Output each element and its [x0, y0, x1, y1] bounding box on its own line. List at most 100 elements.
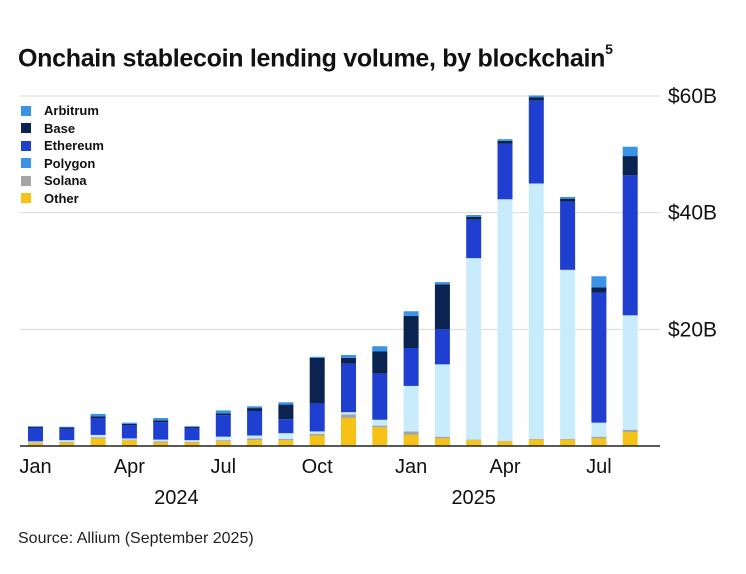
legend-item-solana: Solana [21, 172, 104, 190]
bar-segment-other [560, 439, 576, 446]
bar-segment-other [434, 438, 450, 446]
legend-item-arbitrum: Arbitrum [21, 102, 104, 120]
bar-segment-arbitrum [90, 413, 106, 417]
bar-stack-2025-01 [403, 311, 419, 446]
bar-segment-other [153, 442, 169, 446]
bar-segment-arbitrum [59, 426, 75, 428]
bar-stack-2024-11 [341, 355, 356, 446]
bar-segment-other [90, 438, 106, 446]
bar-segment-other [372, 427, 388, 446]
bar-segment-arbitrum [215, 410, 231, 414]
bar-segment-ethereum [247, 411, 263, 436]
bar-segment-solana [247, 438, 263, 441]
x-tick-label: Jan [19, 456, 51, 478]
bar-segment-polygon [560, 269, 576, 439]
bar-segment-solana [497, 440, 513, 442]
bar-segment-base [403, 315, 419, 348]
legend-label: Ethereum [44, 138, 104, 154]
bar-stack-2024-03 [90, 413, 106, 446]
bar-stack-2024-01 [28, 426, 43, 446]
bar-segment-base [215, 413, 231, 416]
bar-segment-arbitrum [466, 215, 482, 217]
bar-segment-ethereum [497, 143, 513, 200]
legend-swatch [21, 193, 31, 204]
bar-segment-solana [466, 439, 482, 441]
bar-segment-ethereum [28, 427, 43, 442]
bar-segment-ethereum [121, 425, 137, 439]
bar-segment-arbitrum [341, 355, 356, 358]
bar-segment-solana [528, 439, 544, 440]
bar-segment-other [403, 434, 419, 446]
bar-segment-polygon [434, 364, 450, 437]
bar-segment-polygon [90, 434, 106, 438]
bar-segment-arbitrum [184, 426, 200, 427]
bar-segment-arbitrum [434, 282, 450, 285]
bar-stack-2025-06 [560, 196, 576, 446]
bar-segment-base [591, 287, 607, 293]
legend-item-ethereum: Ethereum [21, 137, 104, 155]
bar-segment-ethereum [341, 363, 356, 413]
bar-stack-2025-08 [622, 146, 638, 446]
legend-label: Other [44, 190, 79, 206]
bar-segment-base [434, 284, 450, 330]
bar-segment-polygon [153, 439, 169, 442]
bar-segment-polygon [497, 199, 513, 441]
bar-segment-base [466, 216, 482, 220]
bar-segment-arbitrum [622, 146, 638, 157]
bar-stack-2025-07 [591, 276, 607, 446]
x-tick-label: Jul [586, 456, 612, 478]
bar-segment-other [28, 443, 43, 446]
bar-segment-base [153, 420, 169, 423]
bar-segment-ethereum [591, 292, 607, 423]
x-year-label: 2024 [154, 487, 199, 509]
bar-segment-other [622, 432, 638, 446]
bar-segment-solana [59, 441, 75, 443]
bar-segment-solana [153, 441, 169, 443]
bar-segment-ethereum [59, 428, 75, 441]
bar-segment-polygon [528, 183, 544, 439]
bar-stack-2024-07 [215, 410, 231, 446]
bar-segment-arbitrum [591, 276, 607, 288]
bar-segment-ethereum [560, 201, 576, 270]
bar-segment-base [372, 351, 388, 374]
bar-segment-solana [28, 442, 43, 444]
bar-segment-solana [341, 414, 356, 418]
bar-segment-other [59, 442, 75, 446]
bar-segment-polygon [341, 412, 356, 415]
bar-segment-base [59, 427, 75, 429]
bar-stack-2024-10 [309, 356, 325, 446]
legend-item-other: Other [21, 190, 104, 208]
bar-segment-ethereum [153, 422, 169, 440]
bar-segment-solana [372, 425, 388, 428]
bar-segment-base [90, 416, 106, 418]
bar-segment-polygon [184, 440, 200, 442]
footnote-mark: 5 [605, 41, 613, 57]
chart-title-text: Onchain stablecoin lending volume, by bl… [18, 44, 606, 73]
bar-stack-2025-02 [434, 282, 450, 446]
bar-segment-arbitrum [247, 406, 263, 409]
bar-segment-ethereum [278, 419, 294, 434]
bar-segment-arbitrum [153, 418, 169, 421]
bar-segment-arbitrum [28, 426, 43, 427]
bar-segment-arbitrum [497, 139, 513, 141]
bar-segment-solana [184, 441, 200, 443]
bar-segment-solana [278, 439, 294, 441]
bar-segment-other [528, 439, 544, 446]
bar-segment-other [341, 418, 356, 446]
bar-segment-arbitrum [403, 311, 419, 316]
bar-stack-2024-12 [372, 346, 388, 446]
bar-segment-polygon [121, 438, 137, 440]
x-year-label: 2025 [451, 487, 496, 509]
bar-segment-polygon [372, 419, 388, 426]
bar-segment-solana [591, 436, 607, 439]
bar-segment-polygon [28, 441, 43, 443]
legend-label: Base [44, 120, 76, 136]
bar-segment-ethereum [184, 427, 200, 441]
x-tick-label: Apr [114, 456, 145, 478]
bar-segment-polygon [403, 385, 419, 432]
legend-label: Arbitrum [44, 103, 99, 119]
bar-segment-polygon [309, 431, 325, 434]
bar-segment-arbitrum [278, 402, 294, 405]
legend-item-polygon: Polygon [21, 155, 104, 173]
bar-segment-other [184, 442, 200, 446]
